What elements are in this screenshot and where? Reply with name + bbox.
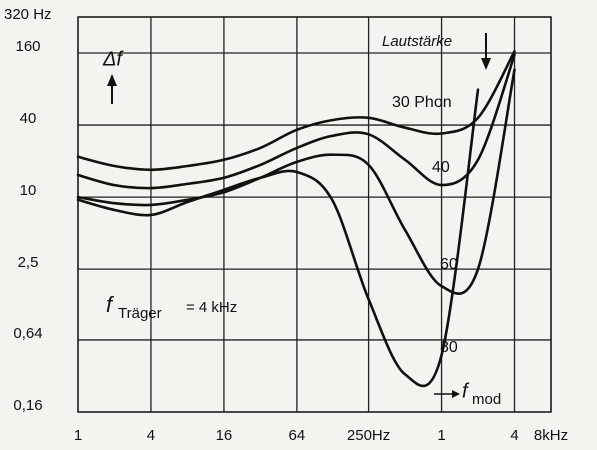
series-label: 40 — [432, 159, 450, 176]
y-tick-label: 160 — [15, 38, 40, 55]
annotation: Δf — [102, 48, 124, 70]
y-tick-label: 0,16 — [13, 397, 42, 414]
labels: 1 4 16 64 250Hz 1 4 8kHz 0,16 0,64 2,5 10 40 160 320 H… — [4, 6, 568, 444]
series-label: 30 Phon — [392, 94, 452, 111]
series-label: 80 — [440, 339, 458, 356]
x-tick-label: 64 — [289, 427, 306, 444]
line-series — [76, 88, 480, 388]
line-series — [76, 53, 516, 190]
annotation: f — [462, 380, 470, 402]
x-tick-label: 1 — [74, 427, 82, 444]
y-tick-label: 10 — [20, 182, 37, 199]
arrow-head — [452, 390, 460, 398]
y-tick-label: 0,64 — [13, 325, 42, 342]
curves — [76, 50, 516, 388]
annotation: Lautstärke — [382, 33, 452, 50]
x-tick-label: 4 — [510, 427, 518, 444]
series-label: 60 — [440, 256, 458, 273]
line-series — [76, 50, 516, 172]
y-tick-label: 40 — [20, 110, 37, 127]
annotation: mod — [472, 391, 501, 408]
annotation: = 4 kHz — [186, 299, 237, 316]
x-tick-label: 250Hz — [347, 427, 390, 444]
grid — [77, 16, 552, 413]
x-tick-label: 16 — [216, 427, 233, 444]
line-series — [76, 68, 516, 295]
annotation: f — [106, 292, 115, 317]
y-tick-label: 320 Hz — [4, 6, 52, 23]
x-tick-label: 4 — [147, 427, 155, 444]
arrow-head — [481, 58, 491, 70]
x-tick-label: 8kHz — [534, 427, 568, 444]
annotation: Träger — [118, 305, 162, 322]
y-tick-label: 2,5 — [18, 254, 39, 271]
arrow-head — [107, 74, 117, 86]
x-tick-label: 1 — [437, 427, 445, 444]
